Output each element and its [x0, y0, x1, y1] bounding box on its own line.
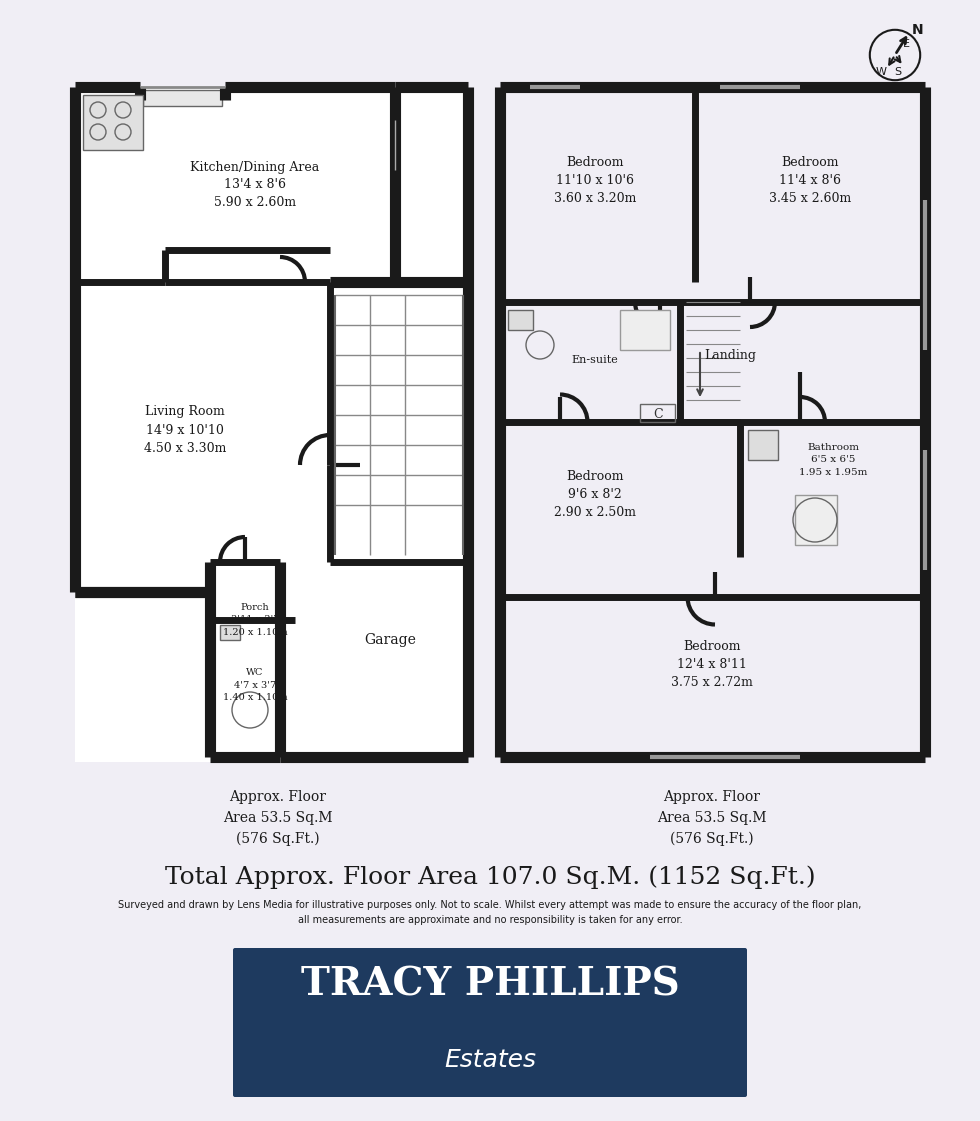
Text: Approx. Floor
Area 53.5 Sq.M
(576 Sq.Ft.): Approx. Floor Area 53.5 Sq.M (576 Sq.Ft.… [658, 790, 766, 846]
FancyBboxPatch shape [233, 948, 747, 1097]
Bar [75, 87, 395, 282]
Bar [75, 87, 465, 762]
Bar [280, 562, 468, 757]
Text: Bedroom
11'4 x 8'6
3.45 x 2.60m: Bedroom 11'4 x 8'6 3.45 x 2.60m [769, 156, 851, 204]
Text: TRACY PHILLIPS: TRACY PHILLIPS [301, 966, 679, 1004]
Text: E: E [903, 39, 909, 49]
Text: En-suite: En-suite [571, 355, 618, 365]
Text: Garage: Garage [364, 633, 416, 647]
Text: Bedroom
12'4 x 8'11
3.75 x 2.72m: Bedroom 12'4 x 8'11 3.75 x 2.72m [671, 640, 753, 689]
Text: Porch
3'11 x 3'7
1.20 x 1.10m: Porch 3'11 x 3'7 1.20 x 1.10m [222, 603, 287, 637]
Text: Approx. Floor
Area 53.5 Sq.M
(576 Sq.Ft.): Approx. Floor Area 53.5 Sq.M (576 Sq.Ft.… [223, 790, 333, 846]
Bar [83, 95, 143, 150]
Bar [210, 620, 295, 757]
Bar [330, 282, 468, 562]
Text: Bedroom
11'10 x 10'6
3.60 x 3.20m: Bedroom 11'10 x 10'6 3.60 x 3.20m [554, 156, 636, 204]
Text: Kitchen/Dining Area
13'4 x 8'6
5.90 x 2.60m: Kitchen/Dining Area 13'4 x 8'6 5.90 x 2.… [190, 160, 319, 210]
Bar [640, 404, 675, 421]
Text: C: C [654, 408, 662, 421]
Bar [75, 282, 330, 592]
Text: Landing: Landing [704, 349, 756, 361]
Bar [795, 495, 837, 545]
Bar [748, 430, 778, 460]
Bar [620, 311, 670, 350]
Text: WC
4'7 x 3'7
1.40 x 1.10m: WC 4'7 x 3'7 1.40 x 1.10m [222, 668, 287, 702]
Text: Total Approx. Floor Area 107.0 Sq.M. (1152 Sq.Ft.): Total Approx. Floor Area 107.0 Sq.M. (11… [165, 865, 815, 889]
Bar [508, 311, 533, 330]
Text: W: W [875, 67, 887, 77]
Text: S: S [894, 67, 902, 77]
Text: Surveyed and drawn by Lens Media for illustrative purposes only. Not to scale. W: Surveyed and drawn by Lens Media for ill… [119, 900, 861, 925]
Text: N: N [911, 22, 923, 37]
Text: Bedroom
9'6 x 8'2
2.90 x 2.50m: Bedroom 9'6 x 8'2 2.90 x 2.50m [554, 471, 636, 519]
Bar [143, 90, 222, 106]
Text: Bathroom
6'5 x 6'5
1.95 x 1.95m: Bathroom 6'5 x 6'5 1.95 x 1.95m [799, 443, 867, 478]
Bar [220, 626, 240, 640]
Text: Estates: Estates [444, 1048, 536, 1072]
Bar [210, 562, 280, 620]
Text: Living Room
14'9 x 10'10
4.50 x 3.30m: Living Room 14'9 x 10'10 4.50 x 3.30m [144, 406, 226, 454]
